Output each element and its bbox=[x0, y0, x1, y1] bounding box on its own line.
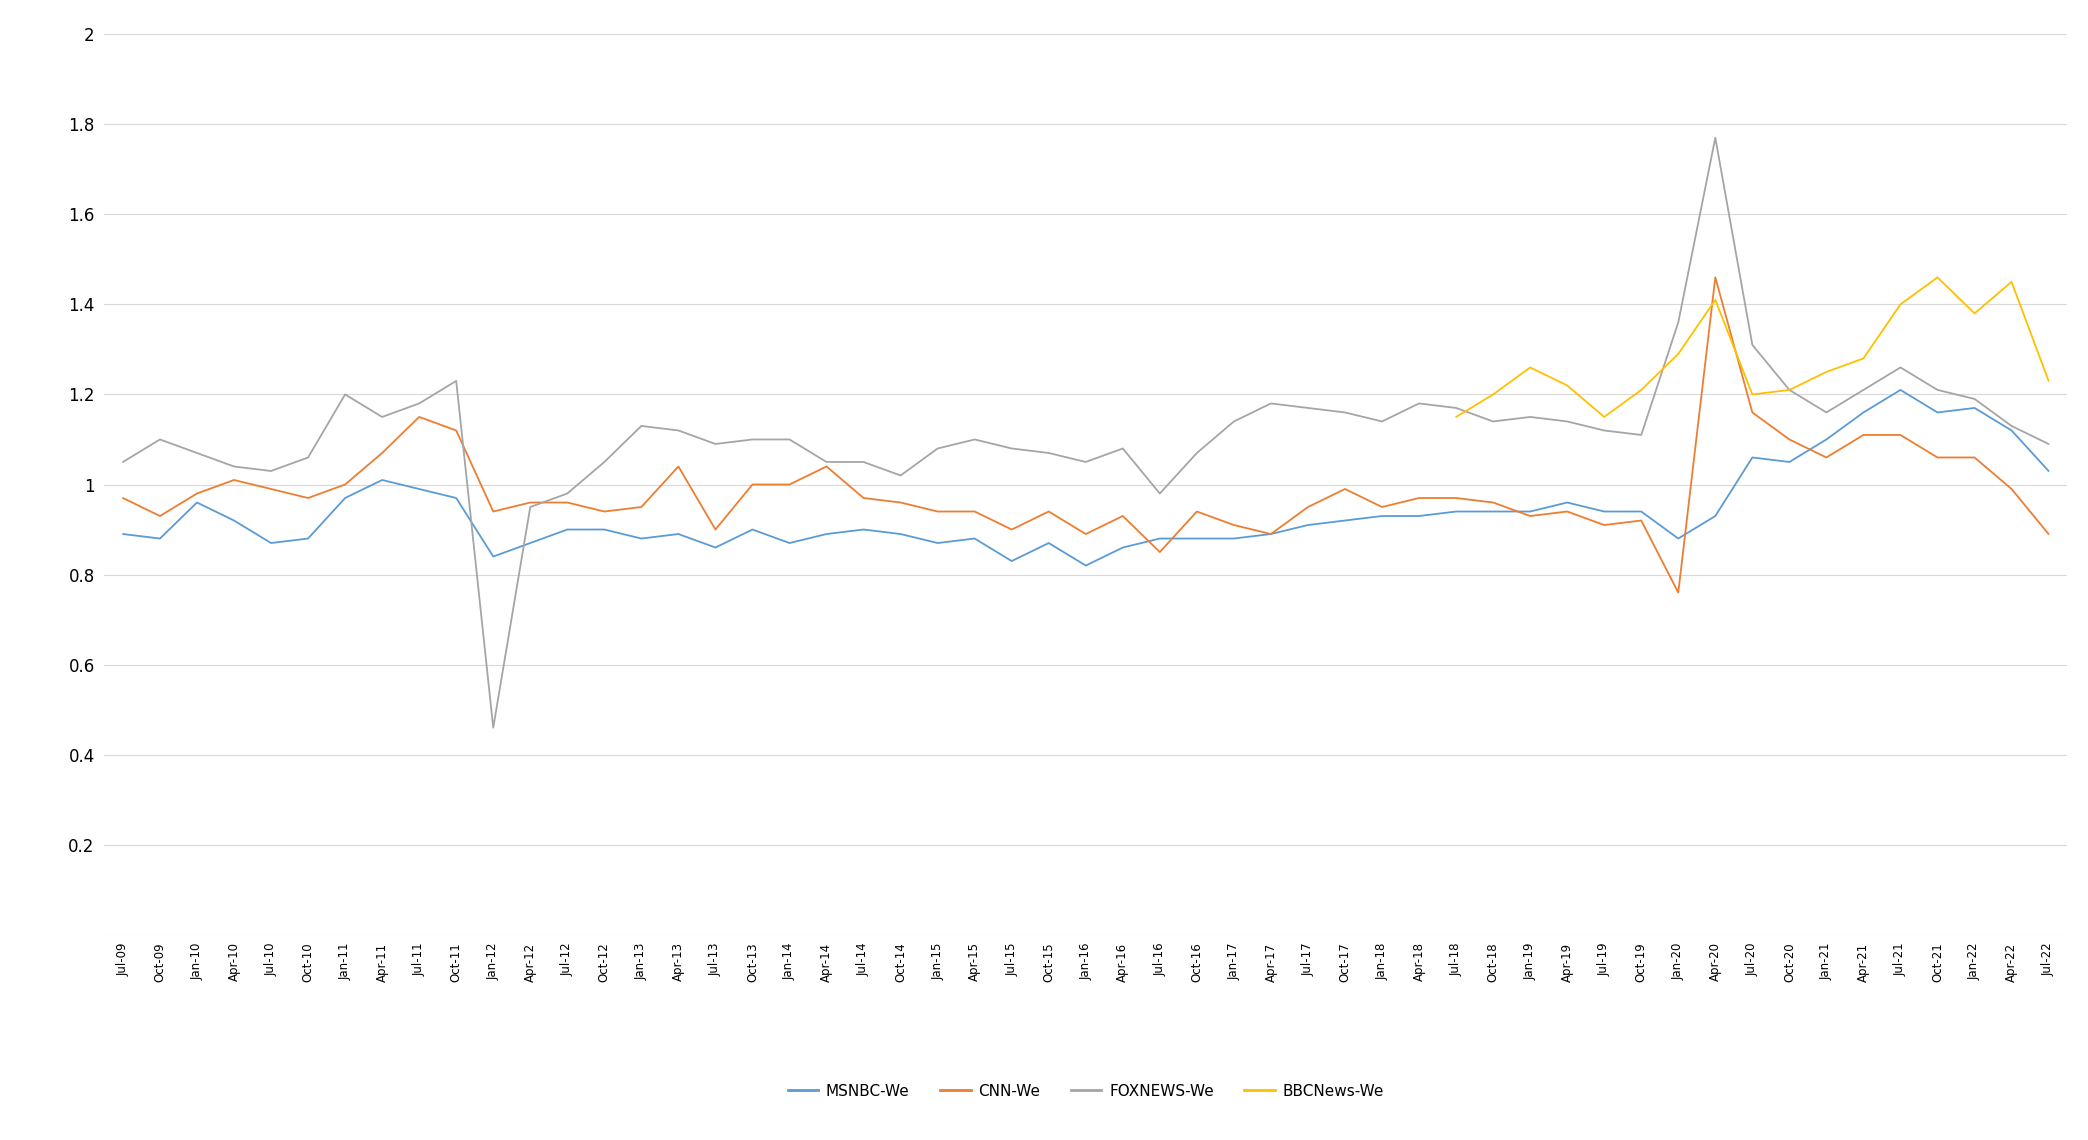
CNN-We bbox=[628, 500, 654, 514]
FOXNEWS-We bbox=[1295, 401, 1320, 415]
FOXNEWS-We bbox=[1704, 131, 1729, 145]
BBCNews-We bbox=[1925, 270, 1950, 284]
FOXNEWS-We bbox=[1259, 397, 1284, 410]
BBCNews-We bbox=[1629, 383, 1654, 397]
FOXNEWS-We bbox=[1370, 415, 1395, 429]
MSNBC-We bbox=[628, 531, 654, 545]
MSNBC-We bbox=[1629, 505, 1654, 519]
BBCNews-We bbox=[1443, 410, 1468, 424]
FOXNEWS-We bbox=[480, 720, 505, 734]
CNN-We bbox=[1259, 527, 1284, 540]
MSNBC-We bbox=[1370, 510, 1395, 523]
BBCNews-We bbox=[1556, 378, 1581, 392]
CNN-We bbox=[1704, 270, 1729, 284]
CNN-We bbox=[1332, 482, 1357, 496]
MSNBC-We bbox=[1073, 559, 1098, 572]
BBCNews-We bbox=[1518, 360, 1543, 374]
CNN-We bbox=[1221, 519, 1247, 532]
CNN-We bbox=[1370, 500, 1395, 514]
FOXNEWS-We bbox=[2036, 437, 2061, 450]
FOXNEWS-We bbox=[666, 424, 691, 438]
BBCNews-We bbox=[1814, 365, 1840, 378]
BBCNews-We bbox=[1666, 347, 1691, 360]
FOXNEWS-We bbox=[1629, 429, 1654, 442]
BBCNews-We bbox=[1777, 383, 1802, 397]
CNN-We bbox=[2036, 527, 2061, 540]
Legend: MSNBC-We, CNN-We, FOXNEWS-We, BBCNews-We: MSNBC-We, CNN-We, FOXNEWS-We, BBCNews-We bbox=[781, 1077, 1391, 1105]
MSNBC-We bbox=[1407, 510, 1432, 523]
BBCNews-We bbox=[1963, 307, 1988, 320]
CNN-We bbox=[1591, 519, 1616, 532]
BBCNews-We bbox=[1998, 275, 2023, 288]
BBCNews-We bbox=[1888, 298, 1913, 311]
CNN-We bbox=[111, 491, 136, 505]
MSNBC-We bbox=[111, 527, 136, 540]
Line: BBCNews-We: BBCNews-We bbox=[1455, 277, 2048, 417]
BBCNews-We bbox=[1480, 388, 1505, 401]
MSNBC-We bbox=[1888, 383, 1913, 397]
BBCNews-We bbox=[2036, 374, 2061, 388]
BBCNews-We bbox=[1591, 410, 1616, 424]
FOXNEWS-We bbox=[111, 455, 136, 469]
MSNBC-We bbox=[1295, 519, 1320, 532]
Line: MSNBC-We: MSNBC-We bbox=[123, 390, 2048, 565]
Line: FOXNEWS-We: FOXNEWS-We bbox=[123, 138, 2048, 727]
MSNBC-We bbox=[2036, 464, 2061, 478]
MSNBC-We bbox=[1259, 527, 1284, 540]
CNN-We bbox=[1666, 586, 1691, 600]
BBCNews-We bbox=[1739, 388, 1764, 401]
Line: CNN-We: CNN-We bbox=[123, 277, 2048, 593]
FOXNEWS-We bbox=[1407, 397, 1432, 410]
BBCNews-We bbox=[1850, 351, 1875, 365]
BBCNews-We bbox=[1704, 293, 1729, 307]
